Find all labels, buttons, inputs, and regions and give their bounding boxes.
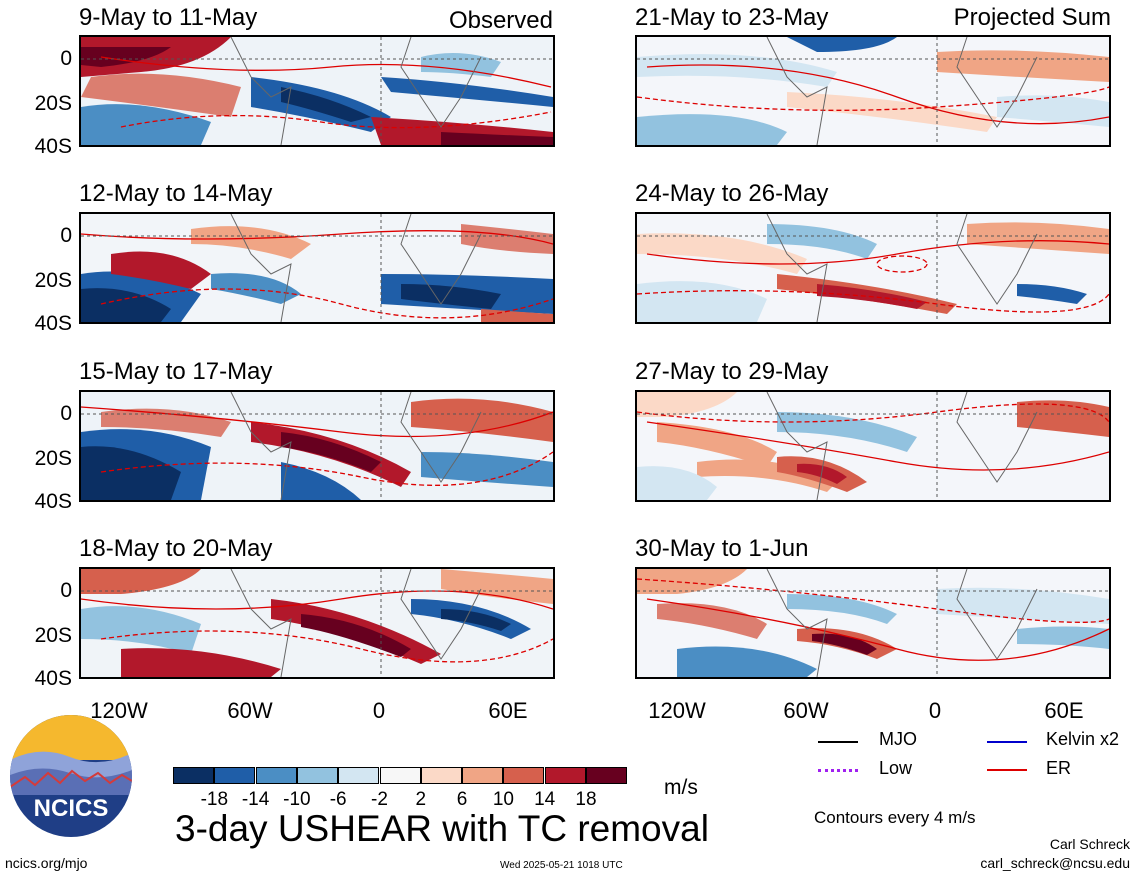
colorbar-cell [296,767,338,784]
legend-low-label: Low [879,758,913,778]
map-panel-right-4 [635,567,1111,679]
colorbar-cell [420,767,462,784]
shear-map-right-3 [637,392,1109,500]
xtick-60e-left: 60E [488,698,528,723]
map-panel-right-3 [635,390,1111,502]
shear-map-right-4 [637,569,1109,677]
xtick-60w-right: 60W [783,698,829,723]
shear-map-right-1 [637,37,1109,145]
colorbar-tick-label: 2 [415,789,427,810]
colorbar-cell [462,767,504,784]
ytick-40s-panel4: 40S [34,667,72,690]
colorbar-cell [338,767,380,784]
colorbar-cell [214,767,256,784]
xtick-0-right: 0 [928,698,942,723]
ytick-20s-panel3: 20S [34,447,72,470]
ytick-0-panel2: 0 [60,224,72,247]
main-title: 3-day USHEAR with TC removal [175,808,709,849]
panel-label-observed: Observed [448,7,553,34]
panel-title-left-3: 15-May to 17-May [79,358,273,385]
xtick-60e-right: 60E [1044,698,1084,723]
ytick-40s-panel2: 40S [34,312,72,335]
colorbar-cell [503,767,545,784]
colorbar-unit: m/s [664,776,698,799]
colorbar-cell [255,767,297,784]
legend-kelvin-label: Kelvin x2 [1046,729,1120,749]
colorbar-cell [379,767,421,784]
xtick-60w-left: 60W [227,698,273,723]
ncics-logo: NCICS [10,715,132,837]
map-panel-left-1 [79,35,555,147]
ytick-20s-panel1: 20S [34,92,72,115]
panel-title-right-4: 30-May to 1-Jun [635,535,809,562]
ytick-0-panel4: 0 [60,579,72,602]
colorbar-tick-label: -14 [241,789,270,810]
colorbar-tick-label: -18 [200,789,229,810]
footer-author: Carl Schreck [1049,836,1130,852]
ytick-20s-panel2: 20S [34,269,72,292]
map-panel-right-1 [635,35,1111,147]
legend-er-line [987,769,1027,771]
colorbar-cell [173,767,214,784]
ytick-0-panel1: 0 [60,47,72,70]
legend-er-label: ER [1046,758,1072,778]
colorbar-tick-label: 6 [456,789,468,810]
colorbar-cell [544,767,586,784]
ytick-40s-panel1: 40S [34,135,72,158]
panel-title-right-2: 24-May to 26-May [635,180,829,207]
xtick-0-left: 0 [372,698,386,723]
colorbar-tick-label: -10 [283,789,311,810]
shear-map-left-2 [81,214,553,322]
ytick-0-panel3: 0 [60,402,72,425]
legend-mjo-label: MJO [879,729,917,749]
xtick-120w-right: 120W [648,698,706,723]
legend-low-line [818,769,858,772]
colorbar-tick-label: 14 [534,789,556,810]
ncics-logo-text: NCICS [33,795,109,822]
footer-site: ncics.org/mjo [5,855,88,871]
colorbar-cell [586,767,627,784]
map-panel-left-2 [79,212,555,324]
footer-email: carl_schreck@ncsu.edu [980,855,1130,871]
ytick-40s-panel3: 40S [34,490,72,513]
contour-note: Contours every 4 m/s [814,808,976,827]
ytick-20s-panel4: 20S [34,624,72,647]
panel-title-left-4: 18-May to 20-May [79,535,273,562]
panel-label-projected: Projected Sum [953,4,1111,31]
colorbar-tick-label: 18 [575,789,597,810]
panel-title-right-3: 27-May to 29-May [635,358,829,385]
colorbar-tick-label: -2 [371,789,388,810]
legend-mjo-line [818,741,858,743]
shear-map-left-4 [81,569,553,677]
panel-title-right-1: 21-May to 23-May [635,4,829,31]
colorbar-tick-label: 10 [492,789,514,810]
xtick-120w-left: 120W [90,698,148,723]
map-panel-left-4 [79,567,555,679]
panel-title-left-1: 9-May to 11-May [79,4,258,31]
shear-map-right-2 [637,214,1109,322]
legend-kelvin-line [987,741,1027,743]
footer-timestamp: Wed 2025-05-21 1018 UTC [500,860,623,871]
map-panel-left-3 [79,390,555,502]
shear-map-left-1 [81,37,553,145]
colorbar-tick-label: -6 [329,789,347,810]
panel-title-left-2: 12-May to 14-May [79,180,273,207]
shear-map-left-3 [81,392,553,500]
map-panel-right-2 [635,212,1111,324]
